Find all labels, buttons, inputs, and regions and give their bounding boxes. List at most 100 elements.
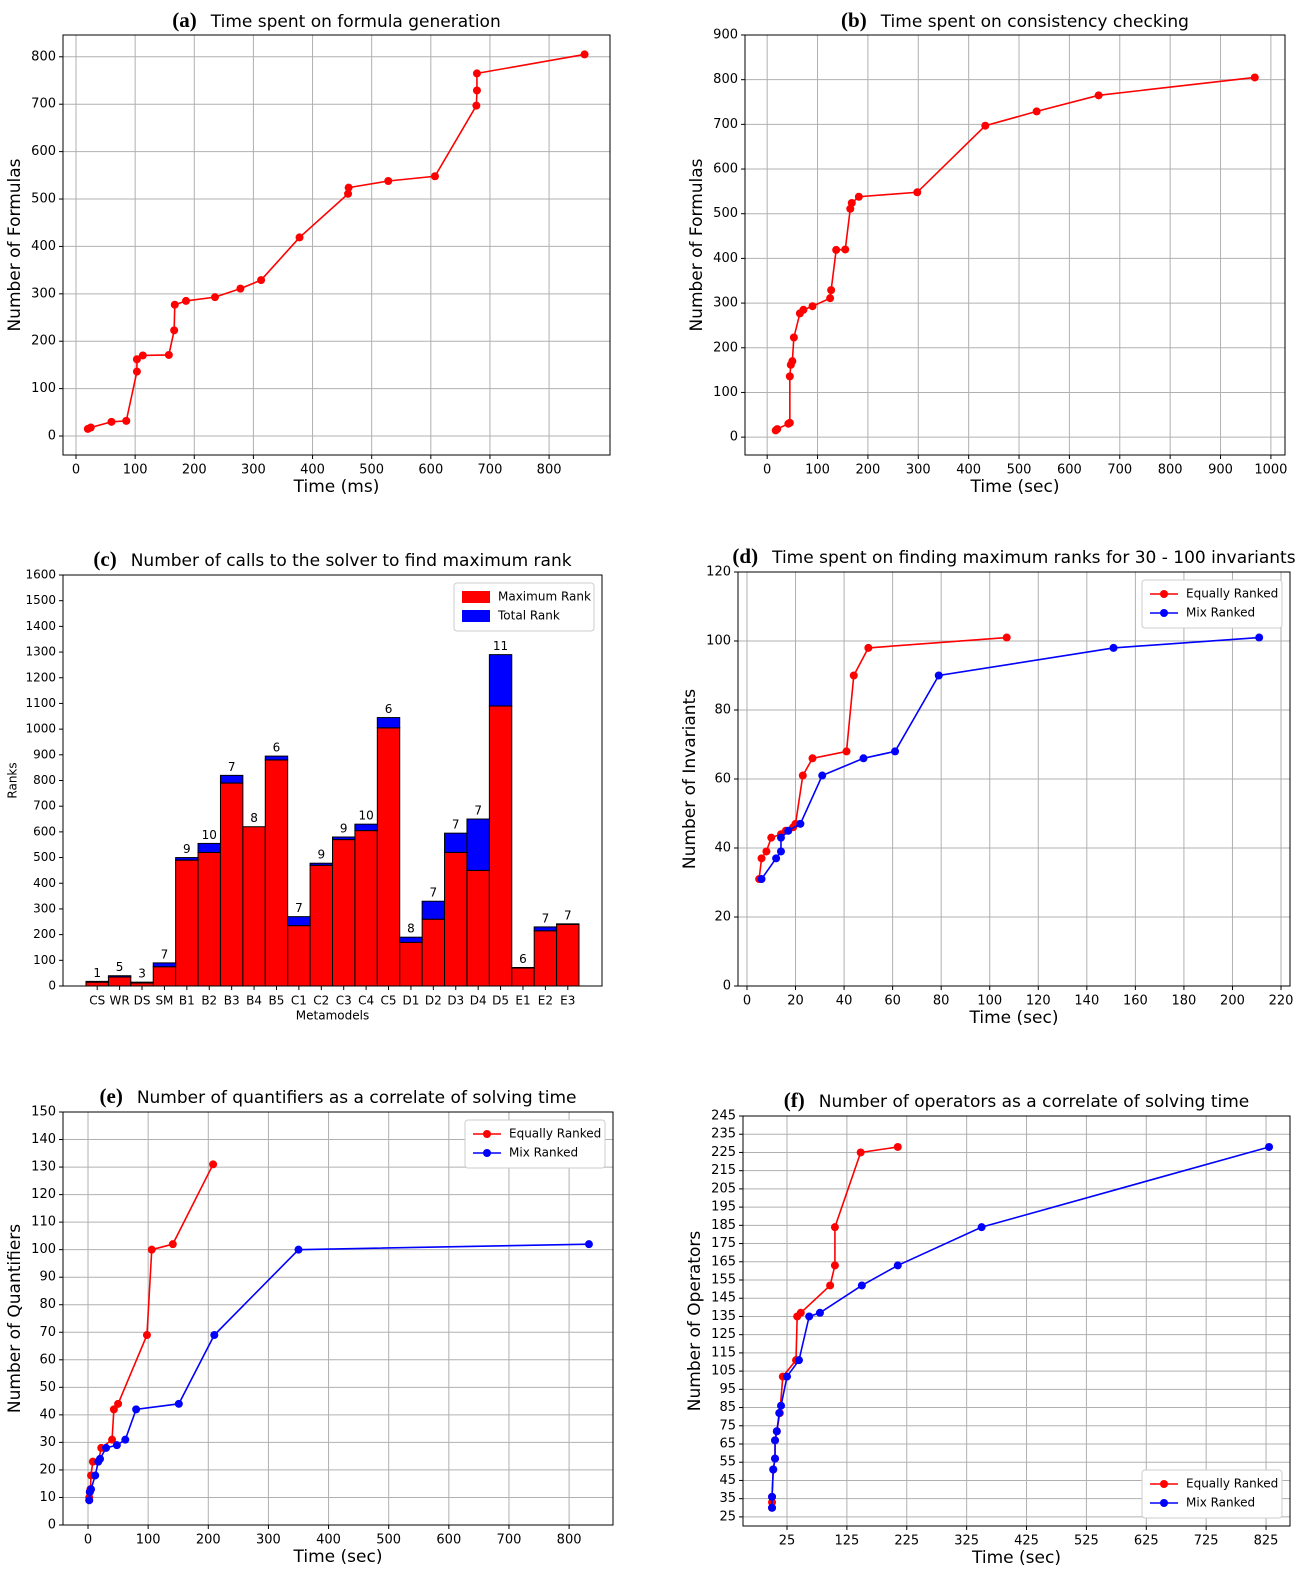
y-tick-label: 95 [719,1382,736,1397]
data-point [977,1223,986,1232]
bar-label: 9 [340,822,348,836]
bar-label: 7 [161,947,169,961]
bar-segment [287,925,311,987]
data-point [799,305,808,314]
data-point [472,69,481,78]
data-point [1002,633,1011,642]
bar-segment [466,818,490,871]
y-tick-label: 100 [713,385,738,400]
x-tick-label: 225 [894,1534,919,1549]
y-tick-label: 0 [723,979,731,994]
bar-segment [399,941,423,987]
series-line [758,636,1007,880]
data-point [170,326,179,335]
y-tick-label: 0 [48,1518,56,1533]
x-tick-label: 200 [1220,994,1245,1009]
x-tick-label: WR [110,994,130,1008]
data-point [344,183,353,192]
bar-label: 7 [564,908,572,922]
x-tick-label: 0 [72,463,80,478]
y-tick-label: 155 [711,1273,736,1288]
y-tick-label: 65 [719,1437,736,1452]
bar-segment [354,830,378,987]
series-line [771,1146,898,1508]
x-tick-label: 500 [1007,463,1032,478]
x-tick-label: D5 [492,994,509,1008]
y-tick-label: 500 [713,206,738,221]
data-point [210,1331,219,1340]
data-point [772,854,781,863]
y-tick-label: 35 [719,1491,736,1506]
y-tick-label: 115 [711,1345,736,1360]
bar-segment [444,832,468,853]
x-tick-label: 25 [779,1534,796,1549]
bar-label: 7 [295,901,303,915]
data-point [775,1409,784,1418]
x-tick-label: 625 [1134,1534,1159,1549]
bar-segment [533,926,558,932]
data-point [771,1436,780,1445]
legend-swatch [1160,609,1168,617]
y-tick-label: 0 [48,979,56,993]
legend-label: Total Rank [497,609,560,623]
y-tick-label: 125 [711,1327,736,1342]
data-point [257,276,266,285]
y-tick-label: 100 [33,953,56,967]
chart-title: (f) Number of operators as a correlate of… [784,1088,1249,1112]
legend-box [1141,579,1283,629]
bar-segment [466,869,490,987]
y-tick-label: 200 [713,340,738,355]
y-axis-label: Number of Formulas [5,158,25,331]
bar-segment [511,967,535,987]
data-point [776,847,785,856]
y-tick-label: 100 [706,634,731,649]
y-tick-label: 175 [711,1236,736,1251]
x-tick-label: 60 [884,994,901,1009]
data-point [783,1372,792,1381]
data-point [769,1465,778,1474]
panel-label: (b) [841,8,867,32]
data-point [796,819,805,828]
data-point [108,1435,117,1444]
bar-segment [85,981,109,987]
x-tick-label: 600 [1057,463,1082,478]
data-point [107,417,116,426]
y-tick-label: 900 [33,747,56,761]
data-point [132,1405,141,1414]
plot-frame [744,34,1286,456]
data-point [1094,91,1103,100]
y-tick-label: 200 [33,927,56,941]
bar-segment [488,654,513,707]
y-tick-label: 400 [31,239,56,254]
x-tick-label: 300 [241,463,266,478]
data-point [798,771,807,780]
x-tick-label: 40 [836,994,853,1009]
data-point [142,1331,151,1340]
x-tick-label: C4 [358,994,374,1008]
data-point [891,747,900,756]
data-point [85,1496,94,1505]
data-point [784,826,793,835]
x-tick-label: 500 [359,463,384,478]
y-tick-label: 1600 [25,568,56,582]
x-tick-label: D2 [425,994,442,1008]
data-point [1032,107,1041,116]
data-point [87,1485,96,1494]
data-point [826,1281,835,1290]
bar-label: 7 [542,911,550,925]
series-line [771,1146,1270,1508]
y-tick-label: 40 [714,841,731,856]
x-tick-label: 300 [256,1533,281,1548]
plot-frame [742,1115,1291,1527]
series-line [87,53,585,430]
data-point [168,1240,177,1249]
data-point [209,1160,218,1169]
title-text: Time spent on formula generation [210,12,501,32]
y-tick-label: 1300 [25,645,56,659]
y-tick-label: 120 [31,1187,56,1202]
data-point [580,50,589,59]
x-tick-label: 800 [557,1533,582,1548]
data-point [295,233,304,242]
data-point [776,833,785,842]
y-tick-label: 205 [711,1181,736,1196]
